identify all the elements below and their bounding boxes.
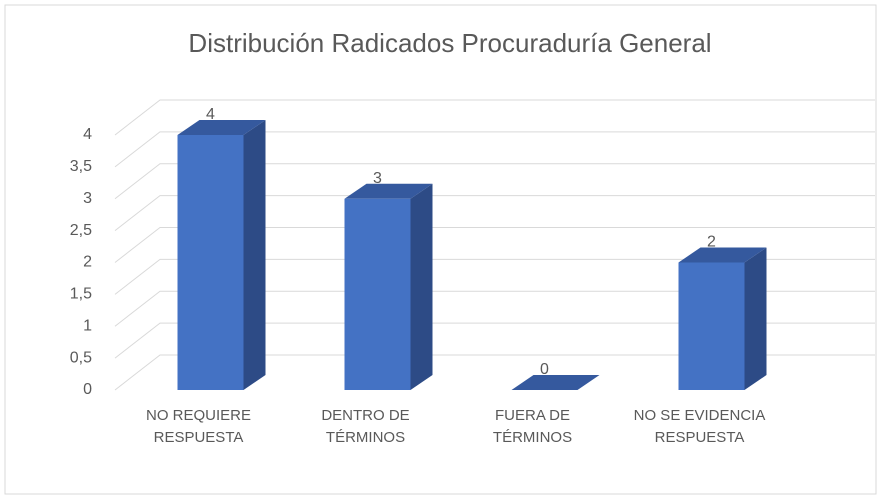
bar-top bbox=[678, 247, 767, 263]
value-label: 3 bbox=[373, 170, 382, 187]
grid-line bbox=[114, 131, 875, 168]
x-tick-label: FUERA DE TÉRMINOS bbox=[492, 407, 573, 446]
bar-top bbox=[344, 183, 433, 199]
y-tick-label: 1 bbox=[83, 317, 92, 334]
grid-line bbox=[114, 322, 875, 359]
bar bbox=[678, 247, 767, 390]
grid-line bbox=[114, 354, 875, 391]
value-label: 2 bbox=[707, 234, 716, 251]
grid-line bbox=[114, 227, 875, 263]
y-tick-label: 0,5 bbox=[70, 349, 92, 366]
y-tick-label: 4 bbox=[83, 126, 92, 143]
y-tick-label: 2 bbox=[83, 254, 92, 271]
bar bbox=[177, 120, 266, 390]
y-tick-label: 3,5 bbox=[70, 158, 92, 175]
bar bbox=[511, 375, 600, 390]
bar-top bbox=[511, 375, 600, 390]
grid-line bbox=[114, 163, 875, 200]
y-tick-label: 0 bbox=[83, 381, 92, 398]
value-label: 4 bbox=[206, 106, 215, 123]
grid-line bbox=[114, 258, 875, 295]
bar-side bbox=[744, 247, 767, 390]
grid-line bbox=[114, 99, 875, 136]
value-label: 0 bbox=[540, 361, 549, 378]
chart-title: Distribución Radicados Procuraduría Gene… bbox=[188, 28, 711, 58]
grid-line bbox=[114, 290, 875, 327]
x-tick-label: NO REQUIERE RESPUESTA bbox=[145, 407, 251, 446]
bar-front bbox=[678, 262, 745, 390]
x-tick-label: DENTRO DE TÉRMINOS bbox=[321, 407, 410, 446]
y-tick-label: 3 bbox=[83, 190, 92, 207]
y-tick-label: 1,5 bbox=[70, 286, 92, 303]
bar-front bbox=[344, 198, 411, 390]
bar-front bbox=[177, 135, 244, 390]
y-tick-label: 2,5 bbox=[70, 222, 92, 239]
grid-line bbox=[114, 195, 875, 232]
x-tick-label: NO SE EVIDENCIA RESPUESTA bbox=[633, 407, 766, 446]
bar-top bbox=[177, 120, 266, 135]
bar bbox=[344, 183, 433, 390]
bar-side bbox=[410, 183, 433, 390]
bar-side bbox=[243, 120, 266, 390]
